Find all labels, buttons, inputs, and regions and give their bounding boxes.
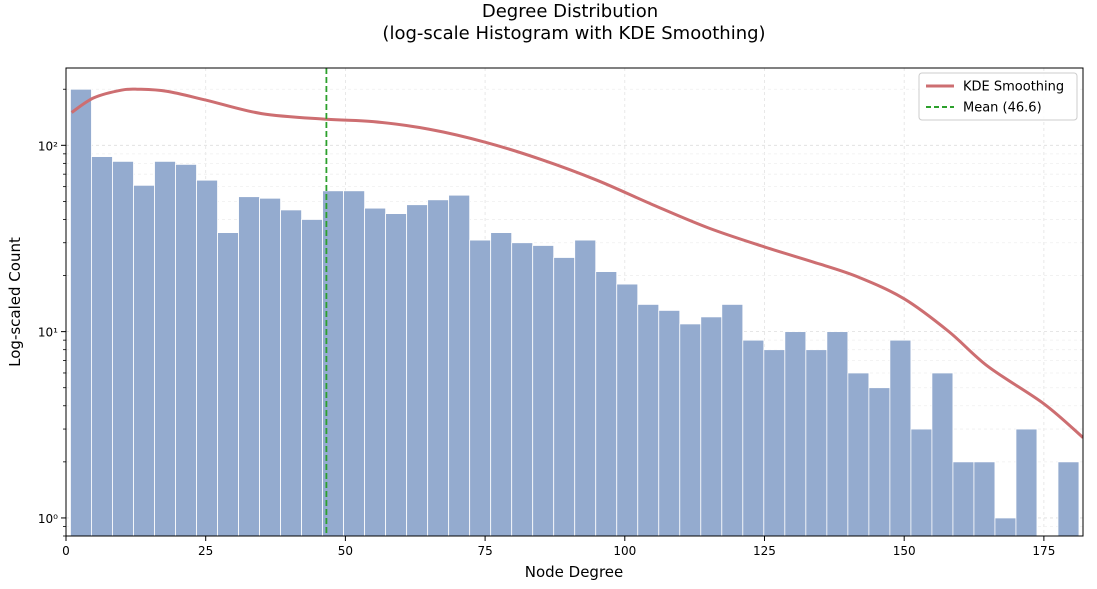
histogram-bar [826,331,849,537]
histogram-bar [721,304,744,537]
histogram-bar [490,232,513,537]
histogram-bar [406,204,429,537]
histogram-bar [763,349,786,537]
histogram-bar [658,310,681,537]
histogram-bar [91,156,113,537]
y-tick-label: 10⁰ [38,512,58,526]
histogram-bar [679,323,702,537]
chart-title-line-2: (log-scale Histogram with KDE Smoothing) [382,23,765,44]
legend-mean-label: Mean (46.6) [963,101,1042,116]
histogram-bar [469,239,492,537]
histogram-bar [70,88,92,537]
histogram-bar [994,517,1017,537]
histogram-bar [238,196,260,537]
histogram-bar [133,184,155,537]
histogram-bar [742,339,765,537]
legend: KDE Smoothing Mean (46.6) [918,72,1078,121]
histogram-bar [700,316,723,537]
histogram-bar [217,232,239,537]
y-tick-label: 10¹ [38,326,58,340]
kde-smoothing-line [70,87,1083,439]
histogram-bar [532,245,555,537]
x-axis-label: Node Degree [525,563,624,581]
x-tick-label: 125 [753,544,776,558]
x-tick-label: 150 [893,544,916,558]
histogram-bar [364,207,387,537]
histogram-bar [574,239,597,537]
axis-ticks: 0 25 50 75 100 125 150 175 10⁰ 10¹ 10² [38,88,1055,558]
x-tick-label: 50 [338,544,353,558]
histogram-bar [301,219,323,537]
legend-box [918,72,1078,121]
histogram-bar [910,428,933,537]
histogram-bar [784,331,807,537]
chart-title-line-1: Degree Distribution [482,1,658,22]
histogram-bar [259,197,281,537]
histogram-bar [637,304,660,537]
histogram-bar [847,372,870,537]
histogram-bar [280,209,302,537]
histogram-bar [1057,461,1080,537]
x-tick-label: 25 [198,544,213,558]
y-axis-label: Log-scaled Count [6,237,24,367]
histogram-bar [175,163,197,537]
histogram-bar [952,461,975,537]
histogram-bar [931,372,954,537]
legend-kde-label: KDE Smoothing [963,80,1064,95]
histogram-bar [868,387,891,537]
histogram-bar [1015,428,1038,537]
histogram-bar [427,199,450,537]
histogram-bar [889,339,912,537]
x-tick-label: 175 [1032,544,1055,558]
series-lines [70,68,1083,536]
histogram-bar [616,283,639,537]
histogram-bar [511,242,534,537]
histogram-bar [973,461,996,537]
histogram-bars [70,88,1080,537]
histogram-bar [553,257,576,537]
x-tick-label: 0 [62,544,70,558]
histogram-bar [595,271,618,537]
plot-frame [65,67,1084,537]
x-tick-label: 100 [613,544,636,558]
histogram-bar [154,160,176,537]
histogram-bar [805,349,828,537]
histogram-bar [112,160,134,537]
x-tick-label: 75 [477,544,492,558]
histogram-bar [385,213,408,537]
histogram-bar [196,179,218,537]
y-tick-label: 10² [38,139,58,153]
histogram-bar [343,190,366,537]
histogram-bar [448,194,471,537]
